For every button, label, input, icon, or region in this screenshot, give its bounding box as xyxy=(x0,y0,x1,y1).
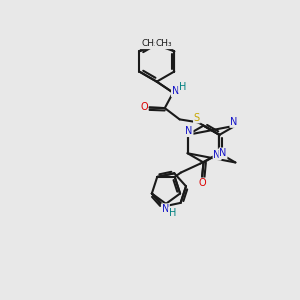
Text: H: H xyxy=(179,82,186,92)
Text: H: H xyxy=(169,208,176,218)
Text: N: N xyxy=(162,204,169,214)
Text: CH₃: CH₃ xyxy=(141,39,158,48)
Text: N: N xyxy=(172,86,179,96)
Text: N: N xyxy=(230,117,238,127)
Text: N: N xyxy=(185,126,193,136)
Text: N: N xyxy=(219,148,227,158)
Text: O: O xyxy=(140,102,148,112)
Text: O: O xyxy=(198,178,206,188)
Text: CH₃: CH₃ xyxy=(156,39,172,48)
Text: N: N xyxy=(213,150,221,160)
Text: S: S xyxy=(194,112,200,123)
